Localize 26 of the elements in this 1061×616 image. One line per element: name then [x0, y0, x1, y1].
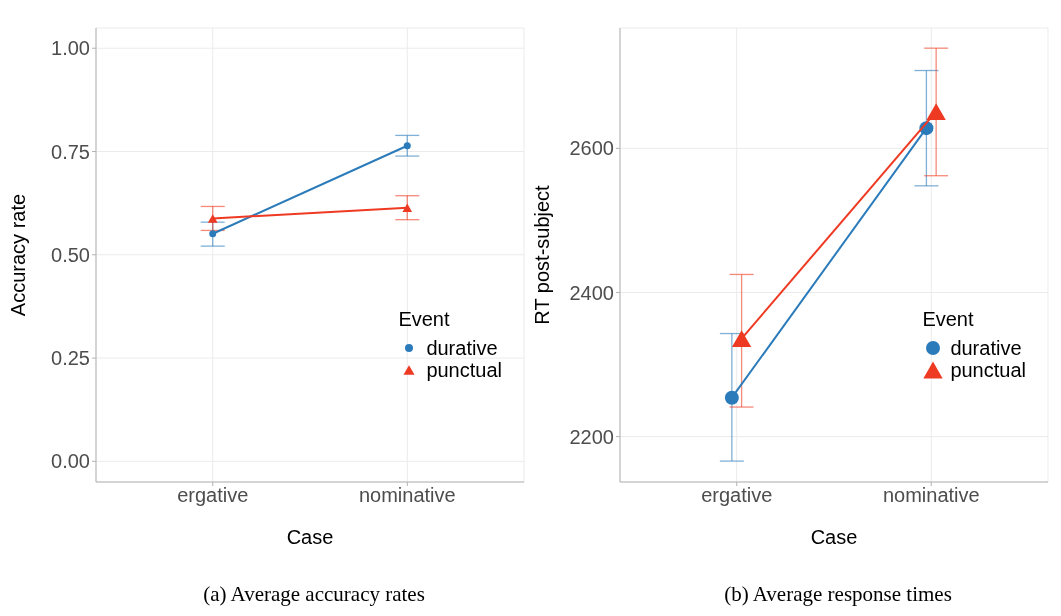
y-tick-label: 2400	[569, 281, 614, 304]
legend-label: punctual	[950, 359, 1026, 381]
y-axis-title: RT post-subject	[531, 184, 554, 325]
legend-title: Event	[398, 308, 451, 331]
legend-title: Event	[922, 308, 975, 331]
point	[209, 230, 217, 238]
x-tick-label: nominative	[882, 484, 980, 507]
x-axis-title: Case	[286, 526, 334, 548]
text: (a) Average accuracy rates	[202, 582, 426, 607]
y-tick-label: 0.00	[51, 450, 90, 473]
y-tick-label: 2200	[569, 425, 614, 448]
text: (b) Average response times	[723, 582, 953, 607]
legend-label: durative	[950, 337, 1022, 359]
y-tick-label: 0.50	[51, 243, 90, 266]
legend-label: punctual	[426, 359, 502, 381]
x-tick-label: ergative	[177, 484, 249, 507]
y-tick-label: 2600	[569, 137, 614, 160]
x-axis-title: Case	[810, 526, 858, 548]
legend-label: durative	[426, 337, 498, 359]
y-tick-label: 0.25	[51, 347, 90, 370]
y-tick-label: 0.75	[51, 140, 90, 163]
x-tick-label: ergative	[701, 484, 773, 507]
point	[403, 142, 411, 150]
y-axis-title: Accuracy rate	[7, 193, 30, 317]
x-tick-label: nominative	[358, 484, 456, 507]
y-tick-label: 1.00	[51, 37, 90, 60]
